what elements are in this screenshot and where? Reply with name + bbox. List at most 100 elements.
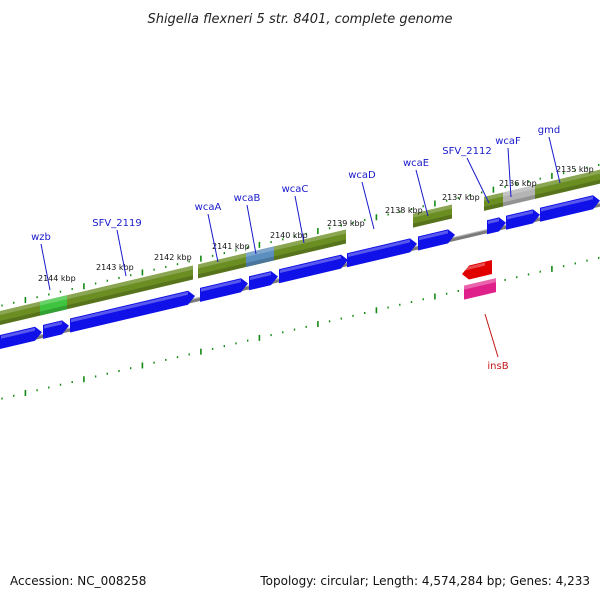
olive-band-sfv2112-shine bbox=[484, 192, 503, 201]
gene-leader-line bbox=[361, 181, 375, 230]
cds-arrow-gmd bbox=[540, 195, 600, 222]
cds-arrow-sfv2119-shine bbox=[71, 291, 188, 323]
outer-tick-track bbox=[1, 163, 600, 307]
gene-leader-line bbox=[484, 313, 499, 358]
reverse-band-insb-shine bbox=[464, 278, 496, 290]
cds-arrow-wcaf-body bbox=[506, 209, 540, 230]
gene-label-sfv-2119: SFV_2119 bbox=[92, 218, 142, 277]
reverse-band-insb bbox=[464, 278, 496, 300]
cds-arrow-1-body bbox=[0, 326, 42, 349]
cds-arrow-gmd-shine bbox=[541, 196, 593, 212]
cds-arrow-wcab-shine bbox=[250, 272, 271, 281]
gray-band-wcaf-fill bbox=[503, 184, 535, 207]
cds-arrow-wcab bbox=[249, 271, 278, 291]
gene-label-wzb: wzb bbox=[31, 232, 51, 291]
green-band-wzb-fill bbox=[40, 295, 67, 316]
reverse-arrow-red-body bbox=[462, 260, 492, 280]
gene-leader-line bbox=[116, 229, 127, 277]
olive-band-wcae-fill bbox=[413, 204, 452, 228]
gene-name: wcaB bbox=[234, 193, 261, 204]
tick-label: 2144 kbp bbox=[38, 274, 76, 283]
cds-arrow-sfv2112-body bbox=[487, 217, 506, 235]
genome-summary-text: Topology: circular; Length: 4,574,284 bp… bbox=[260, 574, 590, 588]
gene-label-gmd: gmd bbox=[538, 125, 561, 184]
cds-arrow-wcaf-shine bbox=[507, 210, 533, 220]
reverse-arrow-red-shine bbox=[463, 262, 485, 271]
cds-arrow-wcaf bbox=[506, 209, 540, 230]
gene-name: wcaA bbox=[195, 202, 222, 213]
inner-tick-track bbox=[1, 256, 600, 400]
gray-band-wcaf-shadow bbox=[503, 194, 535, 207]
cds-arrow-1-shine bbox=[1, 327, 35, 339]
gene-leader-line bbox=[507, 147, 512, 198]
olive-band-wcae-shadow bbox=[413, 214, 452, 228]
tick-label: 2139 kbp bbox=[327, 219, 365, 228]
cds-arrow-wzb bbox=[43, 320, 69, 339]
accession-text: Accession: NC_008258 bbox=[10, 574, 147, 588]
cds-arrow-wcab-body bbox=[249, 271, 278, 291]
cds-arrow-gmd-body bbox=[540, 195, 600, 222]
cds-arrow-sfv2119-body bbox=[70, 290, 195, 333]
gene-leader-line bbox=[246, 204, 257, 255]
cds-arrow-wzb-shine bbox=[44, 321, 62, 329]
gene-label-wcad: wcaD bbox=[348, 170, 376, 230]
tick-label: 2136 kbp bbox=[499, 179, 537, 188]
gene-name: insB bbox=[487, 361, 508, 372]
cds-arrow-wcac-body bbox=[279, 254, 348, 284]
gene-name: gmd bbox=[538, 125, 560, 136]
gene-name: wcaC bbox=[282, 184, 309, 195]
cds-arrow-wcac bbox=[279, 254, 348, 284]
olive-band-sfv2112-fill bbox=[484, 192, 503, 211]
cds-arrow-1 bbox=[0, 326, 42, 349]
gene-name: wzb bbox=[31, 232, 51, 243]
olive-band-gmd-fill bbox=[535, 169, 600, 199]
green-band-wzb-shine bbox=[40, 295, 67, 306]
gene-label-sfv-2112: SFV_2112 bbox=[442, 146, 492, 204]
cds-arrow-wcad bbox=[347, 238, 417, 268]
olive-band-gmd-shadow bbox=[535, 179, 600, 199]
cds-arrow-wzb-body bbox=[43, 320, 69, 339]
gene-label-insb: insB bbox=[484, 313, 509, 372]
cds-arrow-wcaa bbox=[200, 278, 248, 302]
cds-arrow-wcaa-body bbox=[200, 278, 248, 302]
blue-band-wcab-shine bbox=[246, 246, 274, 258]
blue-band-wcab bbox=[246, 246, 274, 268]
gene-leader-line bbox=[40, 243, 51, 291]
cds-arrow-wcae bbox=[418, 229, 455, 251]
gene-leader-line bbox=[294, 195, 305, 244]
cds-arrow-wcad-shine bbox=[348, 239, 410, 257]
gene-label-wcae: wcaE bbox=[403, 158, 429, 217]
cds-arrow-wcae-body bbox=[418, 229, 455, 251]
gene-leader-line bbox=[207, 213, 219, 263]
tick-label: 2137 kbp bbox=[442, 193, 480, 202]
gene-name: wcaF bbox=[495, 136, 521, 147]
gene-leader-line bbox=[466, 157, 490, 204]
cds-arrow-wcad-body bbox=[347, 238, 417, 268]
olive-band-wcae-shine bbox=[413, 204, 452, 218]
tick-label: 2143 kbp bbox=[96, 263, 134, 272]
olive-band-wcae bbox=[413, 204, 452, 228]
olive-band-sfv2112 bbox=[484, 192, 503, 211]
map-title: Shigella flexneri 5 str. 8401, complete … bbox=[147, 12, 452, 27]
olive-band-sfv2112-shadow bbox=[484, 202, 503, 211]
gene-name: SFV_2119 bbox=[92, 218, 141, 229]
cds-arrow-wcaa-shine bbox=[201, 279, 241, 292]
cds-arrow-sfv2112 bbox=[487, 217, 506, 235]
olive-band-gmd bbox=[535, 169, 600, 199]
green-band-wzb bbox=[40, 295, 67, 316]
tick-label: 2135 kbp bbox=[556, 165, 594, 174]
tick-label: 2141 kbp bbox=[212, 242, 250, 251]
tick-label: 2142 kbp bbox=[154, 253, 192, 262]
blue-band-wcab-shadow bbox=[246, 256, 274, 268]
gene-leader-line bbox=[548, 136, 561, 184]
label-layer: 2144 kbp 2143 kbp 2142 kbp 2141 kbp 2140 kbp… bbox=[31, 125, 594, 372]
cds-arrow-wcac-shine bbox=[280, 255, 341, 274]
cds-arrow-sfv2119 bbox=[70, 290, 195, 333]
cds-arrow-wcae-shine bbox=[419, 230, 448, 241]
gene-label-wcac: wcaC bbox=[282, 184, 309, 244]
tick-label: 2140 kbp bbox=[270, 231, 308, 240]
blue-band-wcab-fill bbox=[246, 246, 274, 268]
gene-name: wcaE bbox=[403, 158, 429, 169]
gene-name: SFV_2112 bbox=[442, 146, 491, 157]
